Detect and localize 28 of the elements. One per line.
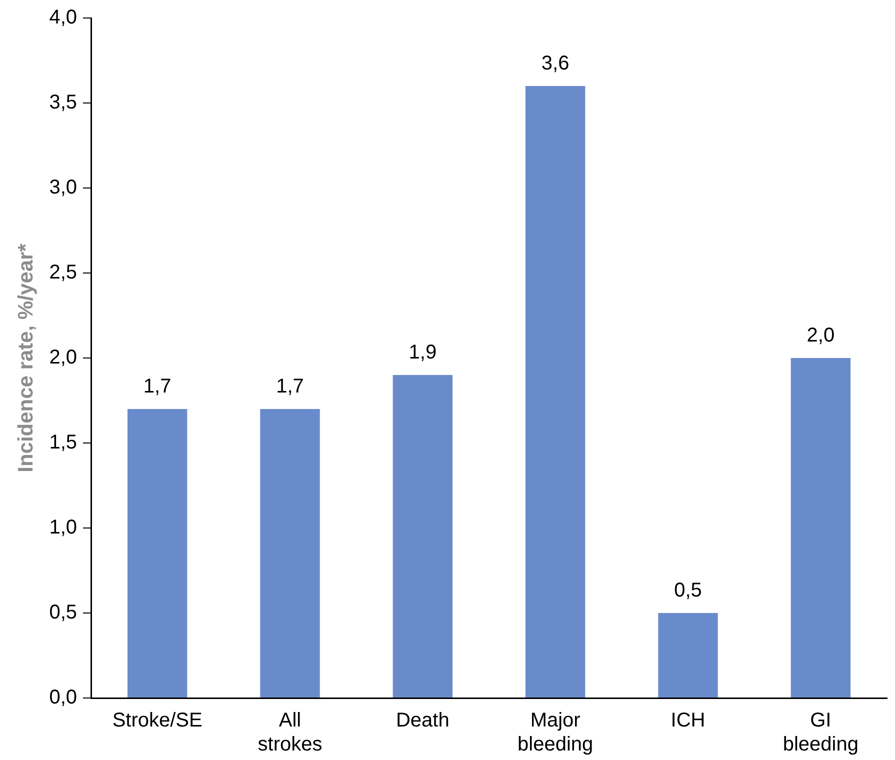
bar <box>392 375 453 698</box>
bar <box>260 409 320 698</box>
y-axis-title: Incidence rate, %/year* <box>14 242 38 472</box>
data-label: 3,6 <box>541 52 570 75</box>
y-tick-label: 3,0 <box>49 176 78 199</box>
y-tick-label: 0,0 <box>49 686 78 709</box>
data-label: 1,7 <box>276 376 304 398</box>
y-tick-label: 2,5 <box>49 262 78 284</box>
data-label: 0,5 <box>674 580 702 602</box>
y-tick-label: 2,0 <box>49 346 78 369</box>
data-label: 2,0 <box>806 324 835 347</box>
y-tick-label: 4,0 <box>49 6 78 29</box>
x-tick-label: GI bleeding <box>782 710 858 756</box>
y-tick-label: 1,5 <box>49 432 78 454</box>
x-tick-label: Death <box>396 710 450 732</box>
y-tick-label: 3,5 <box>49 92 78 114</box>
x-tick-label: ICH <box>670 710 706 732</box>
y-tick-label: 0,5 <box>49 602 78 624</box>
data-label: 1,7 <box>143 376 172 398</box>
bar <box>127 409 188 698</box>
x-tick-label: Major bleeding <box>518 710 594 756</box>
data-label: 1,9 <box>408 342 437 364</box>
y-tick-label: 1,0 <box>49 516 78 539</box>
bar <box>790 358 851 698</box>
x-tick-label: Stroke/SE <box>112 710 202 732</box>
x-tick-label: All strokes <box>258 710 322 756</box>
bar <box>658 613 718 698</box>
bar <box>525 86 586 698</box>
